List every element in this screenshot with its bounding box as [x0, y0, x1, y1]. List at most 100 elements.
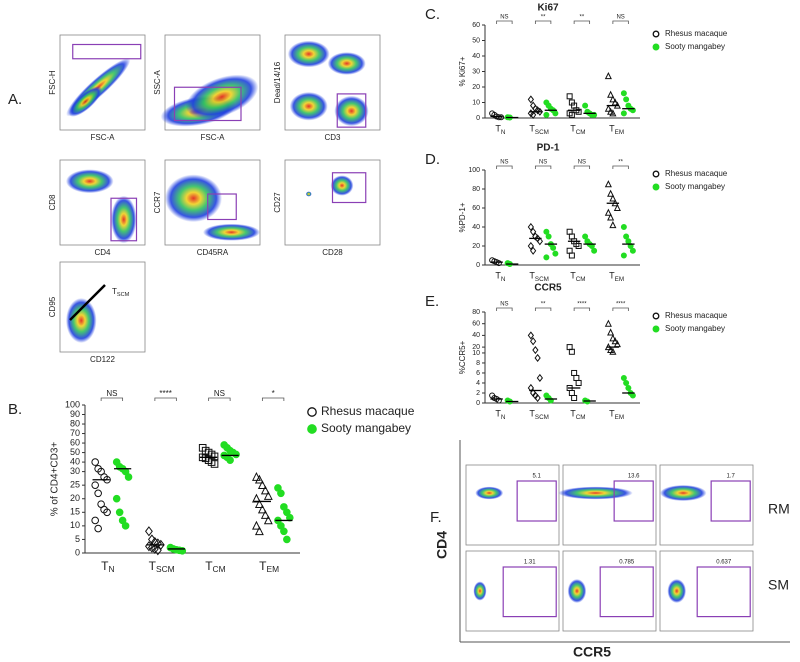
significance-label: *	[272, 389, 275, 398]
significance-bracket	[573, 20, 591, 24]
dot	[103, 508, 111, 517]
x-tick-label: TEM	[259, 559, 279, 574]
dot	[607, 213, 615, 221]
y-tick-label: 70	[70, 428, 80, 438]
dot	[571, 394, 578, 401]
flow-density	[558, 486, 633, 500]
y-tick-label: 80	[472, 309, 480, 316]
dot	[543, 228, 550, 235]
dot	[566, 93, 573, 100]
significance-bracket	[496, 307, 513, 311]
flow-y-label: Dead/14/16	[273, 61, 282, 103]
y-tick-label: 40	[472, 224, 480, 231]
legend-label: Rhesus macaque	[665, 169, 728, 178]
dot	[277, 489, 285, 498]
flow-y-label: CD27	[273, 192, 282, 213]
dot	[534, 353, 541, 363]
significance-bracket	[612, 165, 629, 169]
y-tick-label: 20	[472, 344, 480, 351]
x-tick-label: TEM	[609, 123, 624, 135]
flow-y-label: CCR7	[153, 191, 162, 213]
y-axis-label: %CCR5+	[458, 340, 467, 374]
dot	[254, 526, 264, 536]
dot	[527, 95, 535, 104]
dot	[625, 238, 632, 245]
dot	[115, 508, 124, 517]
flow-density	[473, 581, 487, 601]
x-tick-label: TCM	[570, 123, 585, 135]
significance-label: NS	[500, 302, 508, 308]
flow-density	[305, 191, 312, 197]
flow-density	[475, 486, 504, 500]
dot	[604, 208, 612, 216]
dot	[550, 244, 557, 251]
dot	[607, 189, 615, 197]
flow-y-label: FSC-H	[48, 70, 57, 95]
gate-value: 0.785	[619, 560, 635, 566]
dot	[607, 90, 615, 98]
dot	[91, 481, 99, 489]
y-axis-label: % of CD4+CD3+	[50, 442, 61, 517]
legend-label: Rhesus macaque	[665, 311, 728, 320]
dot	[112, 494, 121, 503]
dot	[620, 110, 627, 117]
significance-label: NS	[616, 15, 624, 21]
y-tick-label: 25	[70, 480, 80, 490]
flow-y-label: CD95	[48, 296, 57, 317]
y-tick-label: 40	[70, 456, 80, 466]
dot	[609, 334, 617, 342]
dot	[280, 527, 288, 536]
dot	[575, 243, 582, 249]
dot	[629, 247, 636, 254]
dot	[609, 220, 617, 229]
dot	[571, 369, 578, 376]
chart-title: CCR5	[534, 283, 562, 294]
flow-gate	[696, 566, 751, 618]
gate-value: 5.1	[533, 474, 542, 480]
x-tick-label: TSCM	[529, 270, 549, 282]
flow-density	[68, 86, 103, 117]
dot	[625, 384, 632, 391]
dot	[532, 345, 539, 355]
gate-value: 0.637	[716, 560, 732, 566]
flow-density	[287, 40, 330, 68]
flow-plot-frame	[659, 464, 754, 546]
dot	[623, 233, 630, 240]
dot	[527, 222, 535, 232]
significance-bracket	[534, 307, 552, 311]
dot	[545, 233, 552, 240]
significance-label: ****	[616, 302, 626, 308]
significance-label: **	[580, 15, 585, 21]
legend-marker	[652, 325, 660, 333]
dot	[527, 383, 535, 393]
flow-gate	[207, 193, 237, 221]
legend-marker	[652, 43, 660, 51]
dot	[94, 489, 102, 498]
dot	[607, 328, 615, 336]
flow-gate	[110, 197, 138, 242]
flow-density	[185, 74, 259, 119]
dot	[529, 337, 537, 346]
dot	[260, 485, 270, 495]
flow-density	[334, 95, 369, 127]
flow-density	[660, 485, 707, 501]
significance-label: NS	[214, 389, 225, 398]
y-tick-label: 20	[472, 84, 480, 91]
dot	[591, 247, 598, 254]
y-tick-label: 50	[472, 37, 480, 44]
row-label: SM	[768, 577, 789, 593]
dot	[609, 95, 617, 103]
dot	[263, 490, 273, 500]
dot	[91, 458, 99, 466]
y-tick-label: 6	[476, 370, 480, 377]
flow-gate	[336, 93, 367, 128]
y-tick-label: 100	[65, 399, 80, 409]
significance-bracket	[534, 20, 552, 24]
dot	[534, 393, 541, 403]
legend-marker	[652, 30, 660, 38]
significance-bracket	[261, 397, 285, 401]
y-tick-label: 100	[468, 167, 480, 174]
y-tick-label: 10	[472, 350, 480, 357]
y-tick-label: 20	[70, 493, 80, 503]
